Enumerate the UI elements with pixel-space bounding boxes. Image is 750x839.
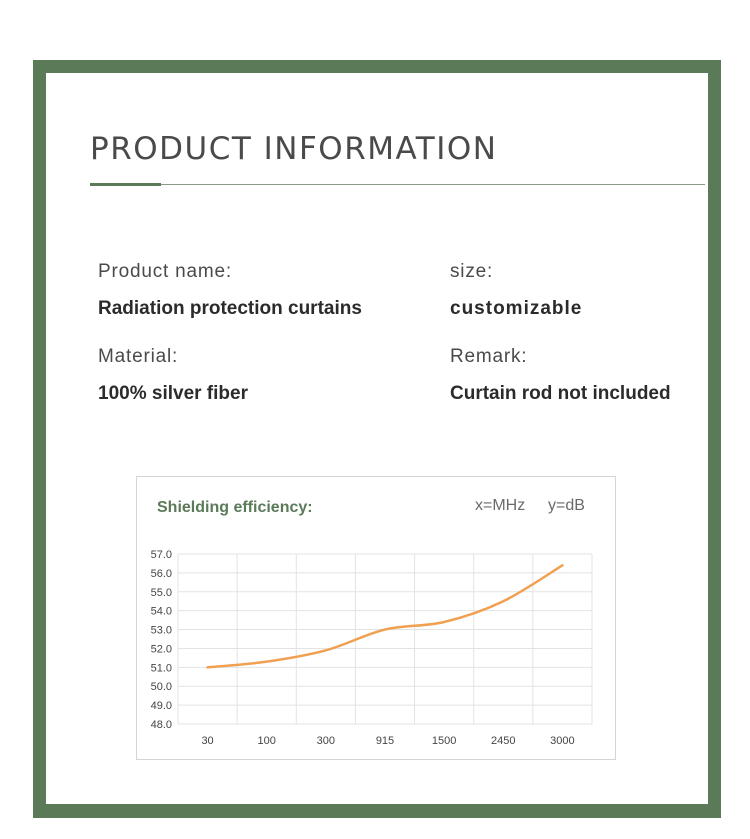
chart-plot: 48.0 49.0 50.0 51.0 52.0 53.0 54.0 55.0 56.0 57.0… (151, 549, 593, 747)
x-tick-label: 3000 (550, 735, 574, 747)
x-tick-label: 1500 (432, 735, 456, 747)
chart-title: Shielding efficiency: (157, 499, 313, 516)
y-tick-label: 53.0 (151, 625, 172, 637)
x-tick-label: 915 (376, 735, 394, 747)
page-title: PRODUCT INFORMATION (90, 131, 498, 167)
material-value: 100% silver fiber (98, 383, 248, 404)
series-line (206, 564, 564, 669)
remark-label: Remark: (450, 346, 528, 367)
x-tick-label: 30 (201, 735, 213, 747)
y-tick-label: 55.0 (151, 587, 172, 599)
y-tick-label: 50.0 (151, 681, 172, 693)
y-tick-label: 57.0 (151, 549, 172, 561)
x-unit-label: x=MHz (475, 497, 526, 514)
title-divider-accent (90, 183, 161, 186)
y-tick-label: 54.0 (151, 606, 172, 618)
y-tick-label: 56.0 (151, 568, 172, 580)
size-value: customizable (450, 298, 583, 319)
material-label: Material: (98, 346, 179, 367)
y-tick-label: 51.0 (151, 662, 172, 674)
y-tick-label: 52.0 (151, 643, 172, 655)
product-name-value: Radiation protection curtains (98, 298, 362, 319)
product-name-label: Product name: (98, 261, 232, 282)
x-tick-label: 300 (317, 735, 335, 747)
x-tick-label: 2450 (491, 735, 515, 747)
y-tick-label: 48.0 (151, 719, 172, 731)
shielding-chart: Shielding efficiency: x=MHz y=dB 48.0 49.… (136, 476, 616, 760)
y-unit-label: y=dB (548, 497, 585, 514)
remark-value: Curtain rod not included (450, 383, 671, 404)
y-tick-label: 49.0 (151, 700, 172, 712)
title-divider (90, 184, 705, 185)
x-tick-label: 100 (258, 735, 276, 747)
size-label: size: (450, 261, 494, 282)
